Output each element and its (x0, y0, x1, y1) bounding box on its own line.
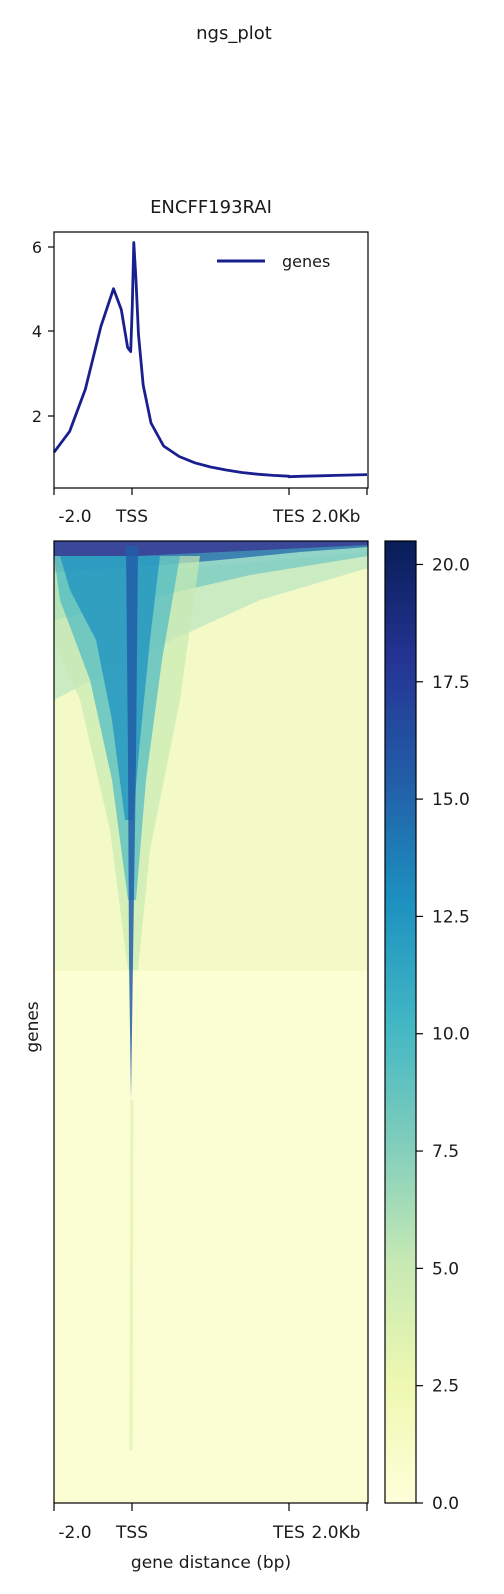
heatmap-ylabel: genes (23, 1001, 43, 1052)
heatmap-xtick-label: -2.0 (58, 1523, 91, 1543)
legend-label: genes (282, 252, 330, 271)
colorbar: 0.0 2.5 5.0 7.5 10.0 12.5 15.0 17.5 20.0 (384, 540, 470, 1514)
profile-x-axis: -2.0 TSS TES 2.0Kb (53, 488, 368, 527)
profile-ytick-label: 2 (32, 407, 42, 426)
colorbar-ticks: 0.0 2.5 5.0 7.5 10.0 12.5 15.0 17.5 20.0 (416, 555, 470, 1514)
heatmap-tss-spike (126, 546, 138, 1100)
heatmap-xtick-label: TSS (115, 1523, 148, 1543)
colorbar-tick-label: 7.5 (432, 1142, 459, 1162)
heatmap-image (54, 541, 368, 1503)
colorbar-tick-label: 17.5 (432, 673, 470, 693)
heatmap-xtick-label: 2.0Kb (312, 1523, 361, 1543)
profile-plot: 2 4 6 genes -2.0 TSS TES 2.0Kb (32, 231, 369, 527)
profile-xtick-label: -2.0 (58, 507, 91, 527)
heatmap-plot: genes -2.0 TSS TES 2.0Kb gene distance (… (23, 540, 369, 1573)
colorbar-tick-label: 20.0 (432, 555, 470, 575)
profile-xtick-label: TES (272, 507, 305, 527)
profile-subtitle: ENCFF193RAI (150, 197, 272, 218)
profile-series-line-genes (52, 241, 368, 479)
colorbar-tick-label: 10.0 (432, 1025, 470, 1045)
colorbar-tick-label: 0.0 (432, 1494, 459, 1514)
profile-xtick-label: 2.0Kb (312, 507, 361, 527)
heatmap-x-axis: -2.0 TSS TES 2.0Kb gene distance (bp) (53, 1503, 368, 1573)
profile-ytick-label: 4 (32, 322, 42, 341)
profile-xtick-label: TSS (115, 507, 148, 527)
heatmap-frame (53, 540, 369, 1504)
heatmap-tss-faint (129, 1099, 134, 1451)
heatmap-xlabel: gene distance (bp) (131, 1553, 291, 1573)
heatmap-xtick-label: TES (272, 1523, 305, 1543)
profile-legend: genes (217, 252, 330, 271)
colorbar-gradient (384, 540, 417, 1504)
colorbar-tick-label: 15.0 (432, 790, 470, 810)
colorbar-tick-label: 12.5 (432, 907, 470, 927)
profile-y-axis: 2 4 6 (32, 238, 54, 426)
profile-ytick-label: 6 (32, 238, 42, 257)
colorbar-tick-label: 2.5 (432, 1377, 459, 1397)
profile-frame (53, 231, 369, 489)
colorbar-tick-label: 5.0 (432, 1259, 459, 1279)
figure-title: ngs_plot (196, 23, 272, 44)
